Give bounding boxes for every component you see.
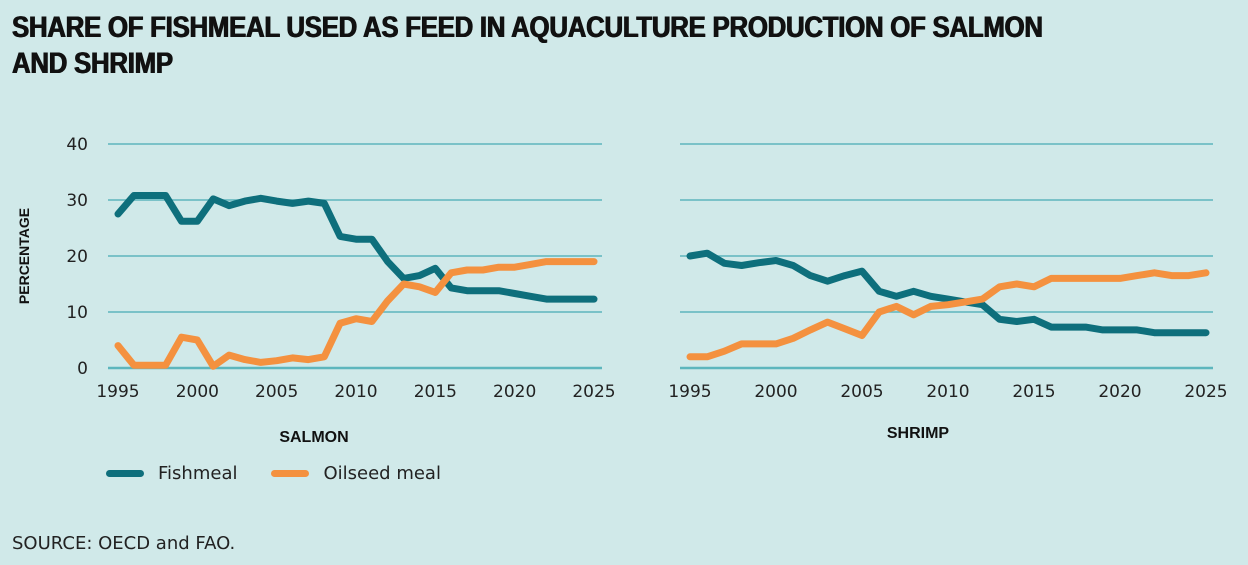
salmon-x-tick-label: 2015 [414, 382, 457, 402]
shrimp-x-tick-label: 2005 [840, 382, 883, 402]
salmon-y-tick-label: 20 [66, 247, 88, 267]
shrimp-x-tick-label: 2000 [754, 382, 797, 402]
shrimp-x-tick-label: 2025 [1184, 382, 1227, 402]
salmon-x-tick-label: 2005 [255, 382, 298, 402]
shrimp-fishmeal-line [686, 249, 1210, 337]
salmon-fishmeal-line [114, 192, 598, 303]
salmon-x-tick-label: 2010 [334, 382, 377, 402]
shrimp-x-tick-label: 2020 [1098, 382, 1141, 402]
shrimp-x-tick-label: 2010 [926, 382, 969, 402]
legend: Fishmeal Oilseed meal [106, 463, 475, 484]
y-axis-label: PERCENTAGE [16, 208, 32, 304]
shrimp-oilseed-line [686, 269, 1210, 361]
legend-label-oilseed: Oilseed meal [323, 463, 441, 484]
salmon-chart: 0 10 20 30 40 1995 2000 2005 2010 2015 2020 2025 SAL… [66, 135, 615, 446]
salmon-oilseed-line [114, 258, 598, 370]
legend-item-fishmeal: Fishmeal [106, 463, 237, 484]
salmon-y-tick-label: 40 [66, 135, 88, 155]
salmon-x-tick-label: 2000 [176, 382, 219, 402]
salmon-panel-label: SALMON [279, 429, 348, 446]
legend-swatch-oilseed [271, 470, 310, 477]
salmon-x-tick-label: 2020 [493, 382, 536, 402]
salmon-y-tick-label: 0 [77, 359, 88, 379]
salmon-x-tick-label: 2025 [572, 382, 615, 402]
chart-title: SHARE OF FISHMEAL USED AS FEED IN AQUACU… [12, 11, 1043, 80]
legend-item-oilseed: Oilseed meal [271, 463, 441, 484]
salmon-y-tick-label: 10 [66, 303, 88, 323]
shrimp-panel-label: SHRIMP [887, 425, 950, 442]
legend-label-fishmeal: Fishmeal [158, 463, 238, 484]
salmon-y-tick-label: 30 [66, 191, 88, 211]
shrimp-chart: 1995 2000 2005 2010 2015 2020 2025 SHRIMP [668, 143, 1228, 442]
salmon-x-tick-label: 1995 [96, 382, 139, 402]
shrimp-x-tick-label: 2015 [1012, 382, 1055, 402]
shrimp-x-tick-label: 1995 [668, 382, 711, 402]
source-note: SOURCE: OECD and FAO. [12, 533, 236, 554]
legend-swatch-fishmeal [106, 470, 144, 477]
